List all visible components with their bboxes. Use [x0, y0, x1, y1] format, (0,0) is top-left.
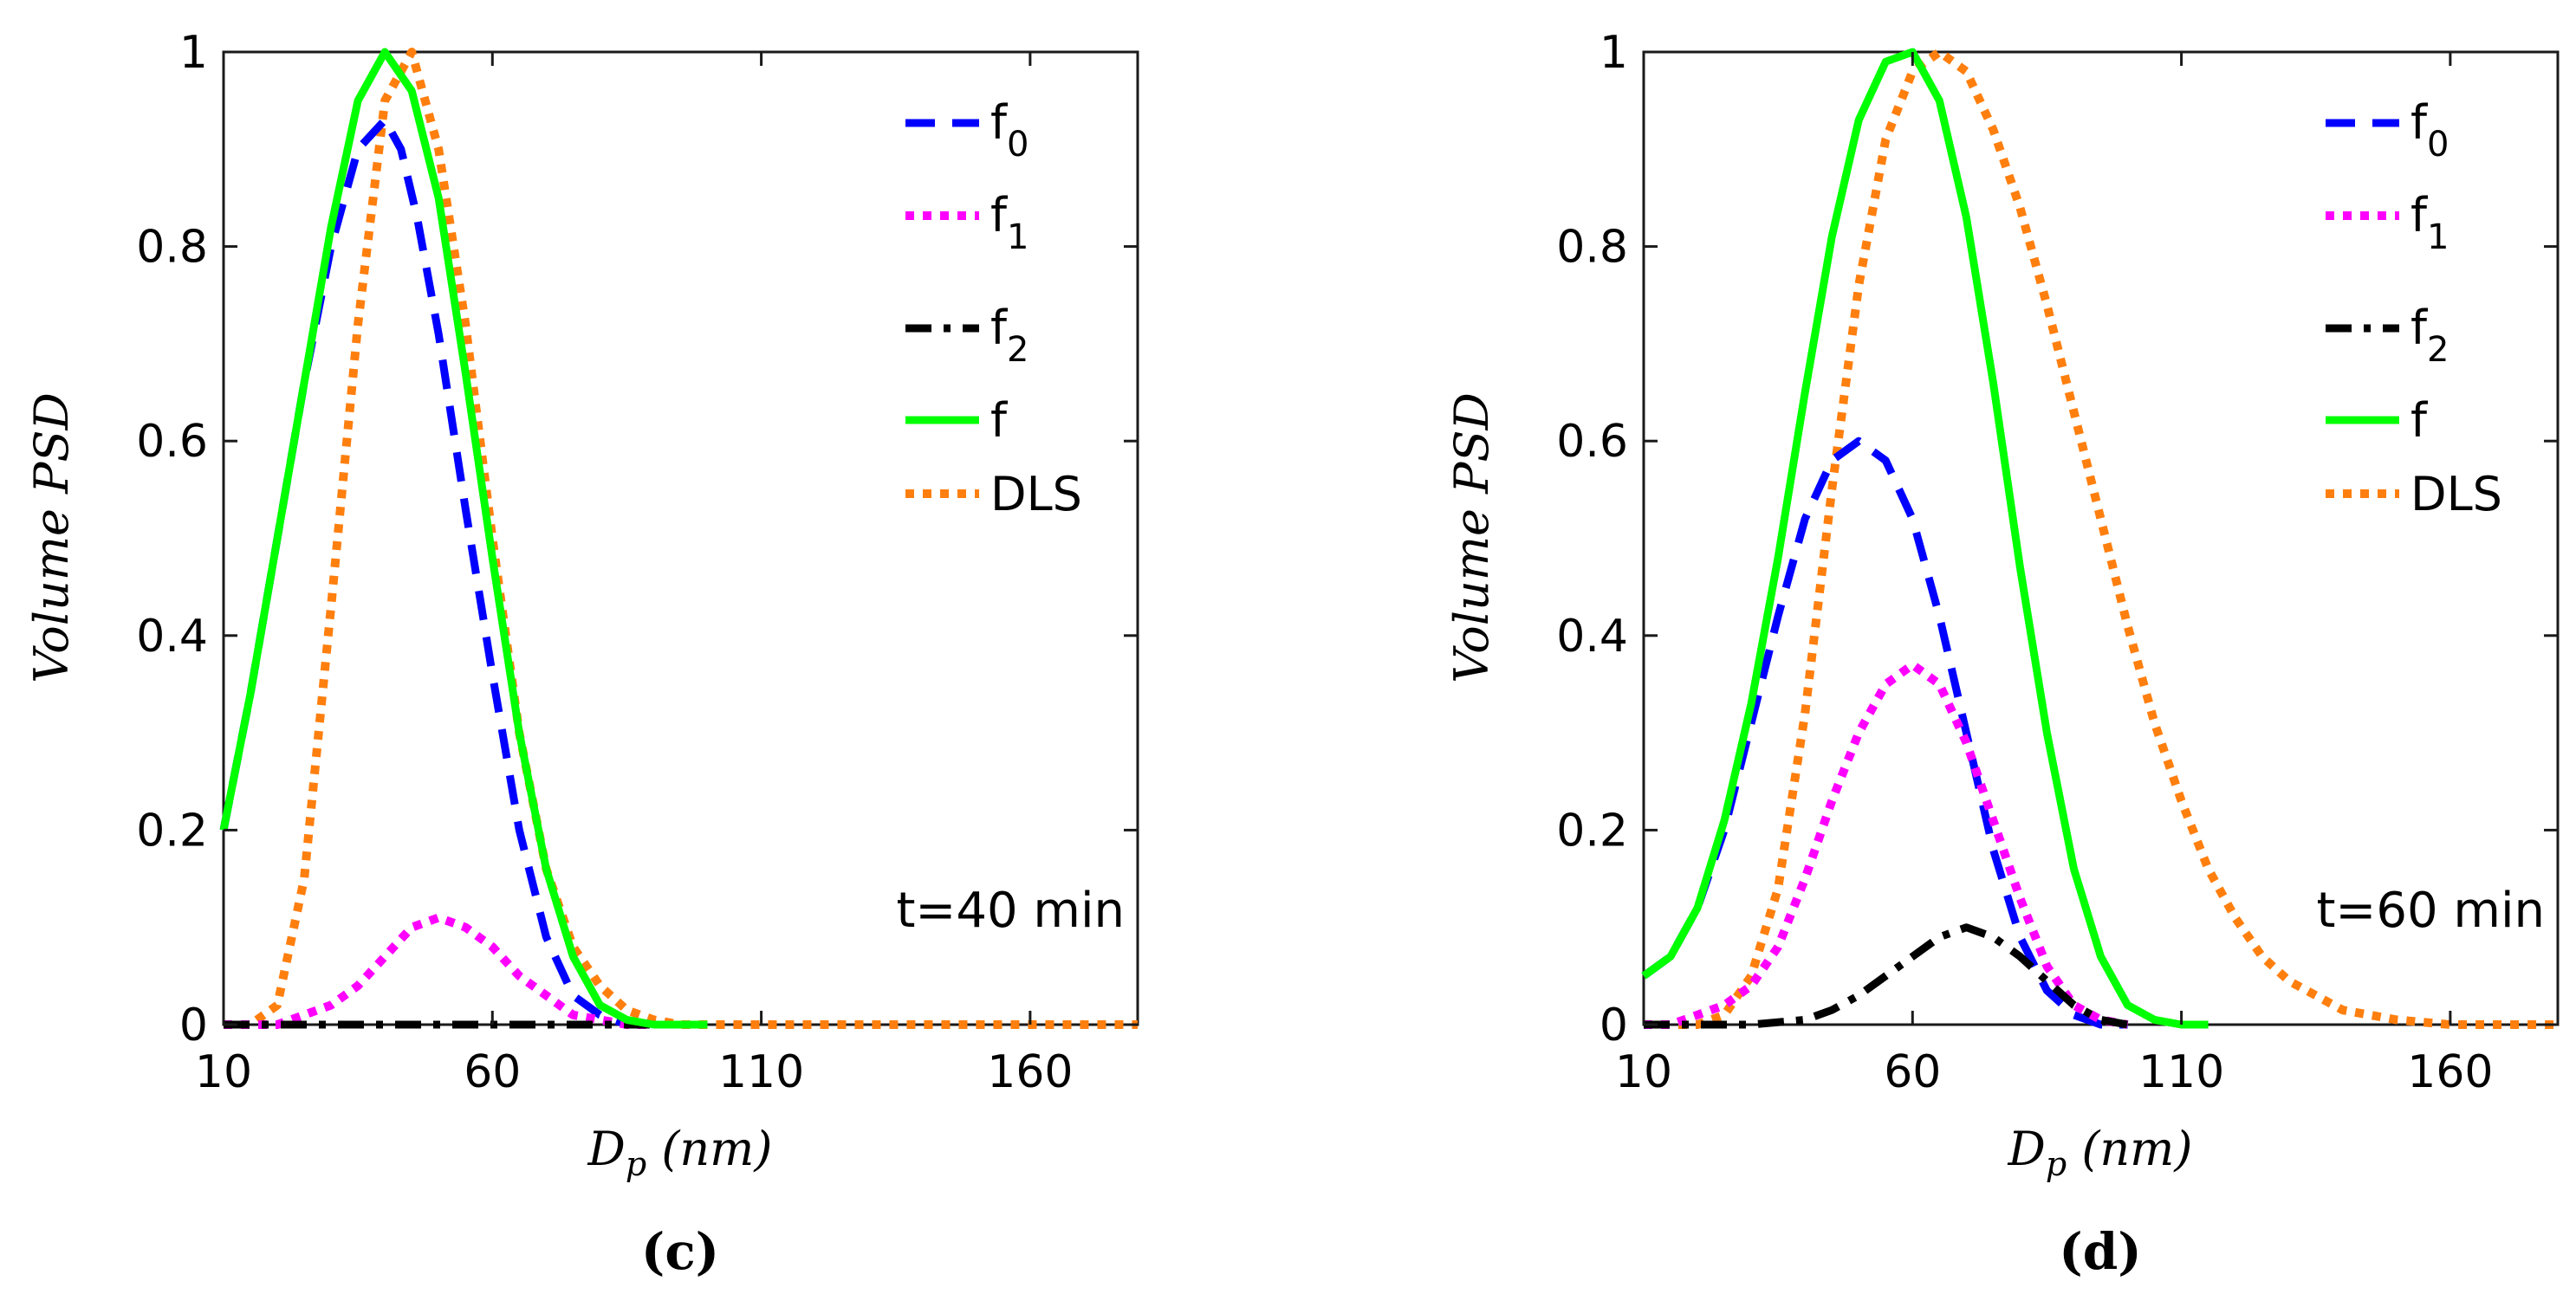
y-tick-label: 1: [1599, 27, 1628, 79]
series-line-f1: [224, 913, 654, 1029]
legend-label-dls: DLS: [2411, 467, 2502, 521]
y-tick-label: 0.4: [136, 611, 208, 663]
caption-c: (c): [641, 1222, 719, 1281]
y-axis-label: Volume PSD: [1444, 392, 1499, 683]
series-line-f2: [1644, 923, 2129, 1029]
x-tick-label: 110: [2138, 1046, 2224, 1098]
x-tick-label: 110: [718, 1046, 804, 1098]
y-tick-label: 0: [1599, 1000, 1628, 1051]
y-tick-label: 1: [179, 27, 208, 79]
series-line-f0: [1641, 437, 2128, 1029]
time-annotation: t=40 min: [896, 883, 1125, 939]
y-tick-label: 0.6: [136, 416, 208, 468]
x-tick-label: 10: [1615, 1046, 1672, 1098]
series-line-dls: [1644, 48, 2558, 1029]
x-tick-label: 10: [195, 1046, 252, 1098]
y-tick-label: 0.8: [1556, 222, 1628, 274]
x-tick-label: 60: [1884, 1046, 1941, 1098]
series-line-f1: [1644, 660, 2129, 1029]
x-tick-label: 160: [987, 1046, 1073, 1098]
time-annotation: t=60 min: [2316, 883, 2545, 939]
x-axis-label: Dp (nm): [587, 1122, 773, 1183]
y-tick-label: 0: [179, 1000, 208, 1051]
caption-d: (d): [2059, 1222, 2141, 1281]
y-axis-label: Volume PSD: [24, 392, 79, 683]
legend-label-dls: DLS: [990, 467, 1082, 521]
x-tick-label: 60: [464, 1046, 521, 1098]
y-tick-label: 0.2: [136, 805, 208, 857]
x-tick-label: 160: [2407, 1046, 2493, 1098]
y-tick-label: 0.2: [1556, 805, 1628, 857]
legend-label-f: f: [2411, 393, 2429, 448]
series-line-f: [1641, 48, 2209, 1029]
y-tick-label: 0.6: [1556, 416, 1628, 468]
y-tick-label: 0.4: [1556, 611, 1628, 663]
legend-label-f: f: [990, 393, 1009, 448]
x-axis-label: Dp (nm): [2008, 1122, 2193, 1183]
plot-area: [222, 50, 1139, 1026]
y-tick-label: 0.8: [136, 222, 208, 274]
series-line-f: [219, 48, 708, 1029]
